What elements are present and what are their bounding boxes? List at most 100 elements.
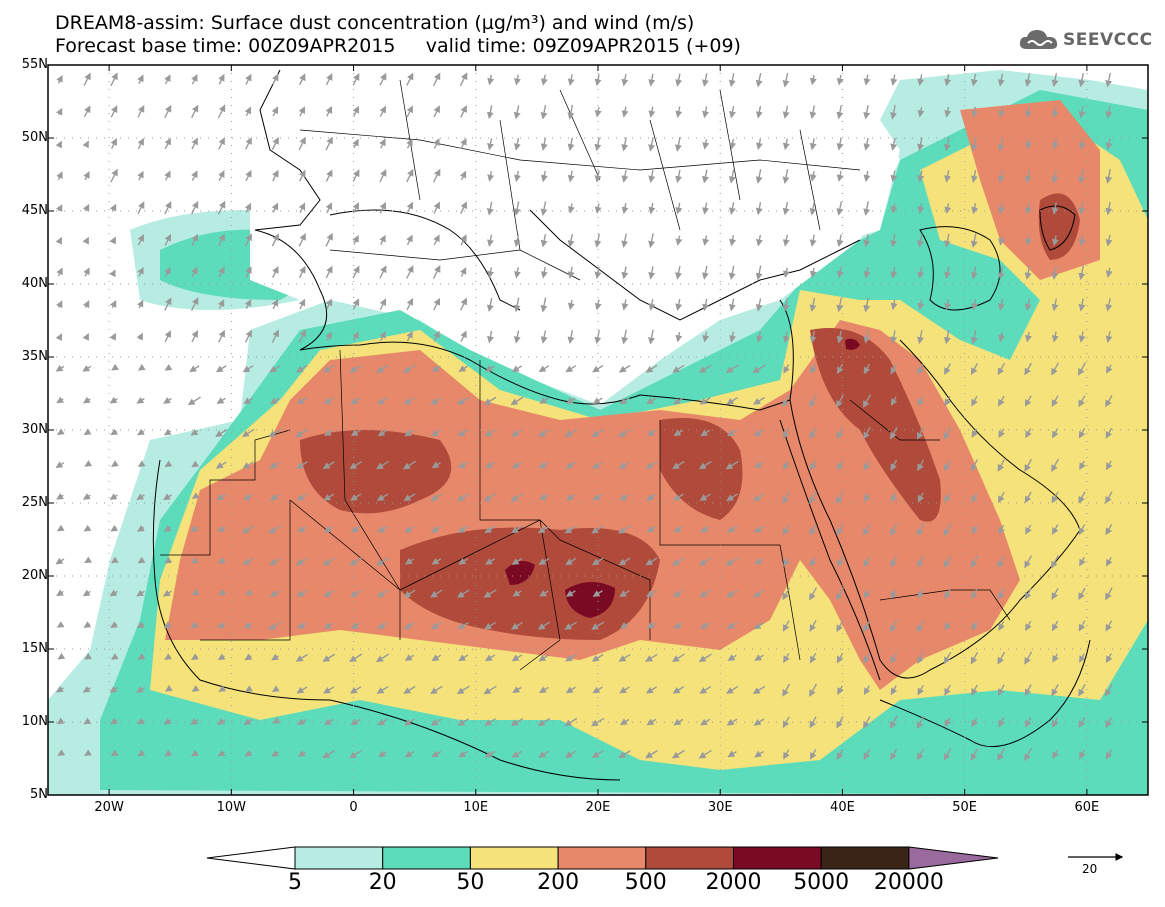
wind-arrow — [298, 136, 306, 151]
wind-arrow — [456, 685, 470, 695]
wind-arrow — [322, 749, 336, 759]
map-title-line1: DREAM8-assim: Surface dust concentration… — [55, 12, 695, 34]
wind-arrow — [82, 589, 91, 597]
wind-arrow — [137, 234, 145, 246]
wind-arrow — [136, 686, 145, 693]
wind-arrow — [137, 749, 146, 757]
wind-arrow — [594, 299, 602, 311]
wind-arrow — [484, 525, 496, 534]
wind-arrow — [298, 329, 306, 344]
wind-arrow — [729, 105, 736, 119]
wind-arrow — [110, 138, 117, 149]
wind-arrow — [245, 685, 253, 692]
wind-arrow — [648, 169, 656, 183]
wind-arrow — [702, 235, 710, 247]
wind-arrow — [567, 170, 575, 183]
colorbar-segment — [820, 846, 910, 870]
wind-arrow — [430, 525, 442, 533]
wind-arrow — [1024, 651, 1033, 665]
wind-arrow — [297, 622, 307, 629]
wind-arrow — [245, 137, 252, 150]
wind-arrow — [295, 461, 308, 469]
wind-arrow — [268, 428, 282, 438]
wind-arrow — [1078, 683, 1086, 697]
wind-arrow — [782, 394, 790, 408]
wind-arrow — [997, 266, 1005, 280]
wind-arrow — [1025, 717, 1032, 728]
wind-arrow — [863, 234, 871, 248]
colorbar-label: 50 — [456, 870, 485, 895]
wind-arrow — [726, 622, 738, 630]
lon-tick-label: 30E — [707, 800, 733, 815]
wind-arrow — [485, 365, 496, 372]
wind-arrow — [619, 397, 630, 405]
wind-arrow — [460, 137, 467, 149]
wind-arrow — [917, 652, 925, 665]
wind-arrow — [783, 653, 790, 664]
wind-arrow — [1105, 556, 1113, 567]
wind-arrow — [1051, 587, 1059, 600]
wind-arrow — [837, 685, 844, 695]
wind-arrow — [217, 621, 226, 629]
wind-arrow — [621, 299, 629, 311]
wind-arrow — [56, 685, 64, 693]
wind-arrow — [459, 170, 467, 181]
wind-arrow — [55, 364, 65, 372]
wind-arrow — [836, 490, 844, 505]
wind-arrow — [83, 105, 91, 118]
wind-arrow — [998, 331, 1006, 343]
wind-arrow — [57, 749, 66, 756]
wind-arrow — [725, 557, 739, 566]
wind-arrow — [998, 235, 1006, 246]
wind-arrow — [245, 73, 252, 85]
wind-arrow — [890, 299, 898, 311]
lat-tick-label: 35N — [21, 349, 48, 364]
wind-arrow — [379, 169, 387, 183]
wind-arrow — [1105, 169, 1113, 184]
wind-arrow — [110, 653, 119, 660]
wind-arrow — [55, 236, 62, 245]
wind-arrow — [863, 715, 871, 729]
wind-arrow — [1078, 235, 1086, 247]
wind-arrow — [648, 299, 656, 311]
wind-arrow — [111, 363, 119, 371]
wind-arrow — [82, 333, 89, 341]
wind-arrow — [753, 429, 765, 437]
lon-tick-label: 50E — [952, 800, 978, 815]
wind-arrow — [136, 299, 144, 309]
wind-arrow — [675, 298, 683, 311]
wind-arrow — [243, 397, 253, 405]
wind-arrow — [1105, 105, 1113, 119]
wind-arrow — [943, 233, 951, 248]
wind-arrow — [727, 750, 737, 758]
wind-arrow — [998, 491, 1005, 504]
wind-arrow — [1078, 716, 1086, 728]
wind-arrow — [163, 397, 172, 404]
wind-arrow — [675, 331, 683, 343]
wind-arrow — [728, 73, 736, 88]
wind-arrow — [538, 365, 550, 373]
wind-arrow — [836, 297, 844, 313]
wind-arrow — [565, 557, 577, 566]
wind-arrow — [540, 170, 548, 183]
wind-arrow — [512, 686, 522, 693]
wind-arrow — [672, 461, 685, 470]
wind-arrow — [245, 588, 254, 596]
wind-arrow — [890, 330, 898, 344]
wind-arrow — [270, 397, 281, 405]
wind-arrow — [457, 621, 469, 630]
wind-arrow — [698, 557, 712, 566]
wind-arrow — [458, 654, 469, 662]
wind-arrow — [890, 137, 898, 151]
wind-arrow — [728, 265, 736, 281]
wind-arrow — [137, 170, 144, 181]
wind-arrow — [971, 717, 979, 728]
wind-arrow — [567, 104, 575, 120]
wind-arrow — [566, 397, 576, 404]
wind-arrow — [136, 396, 145, 404]
wind-arrow — [917, 492, 925, 503]
wind-arrow — [755, 265, 763, 281]
wind-arrow — [619, 718, 630, 726]
wind-arrow — [970, 329, 978, 345]
wind-arrow — [836, 427, 844, 440]
